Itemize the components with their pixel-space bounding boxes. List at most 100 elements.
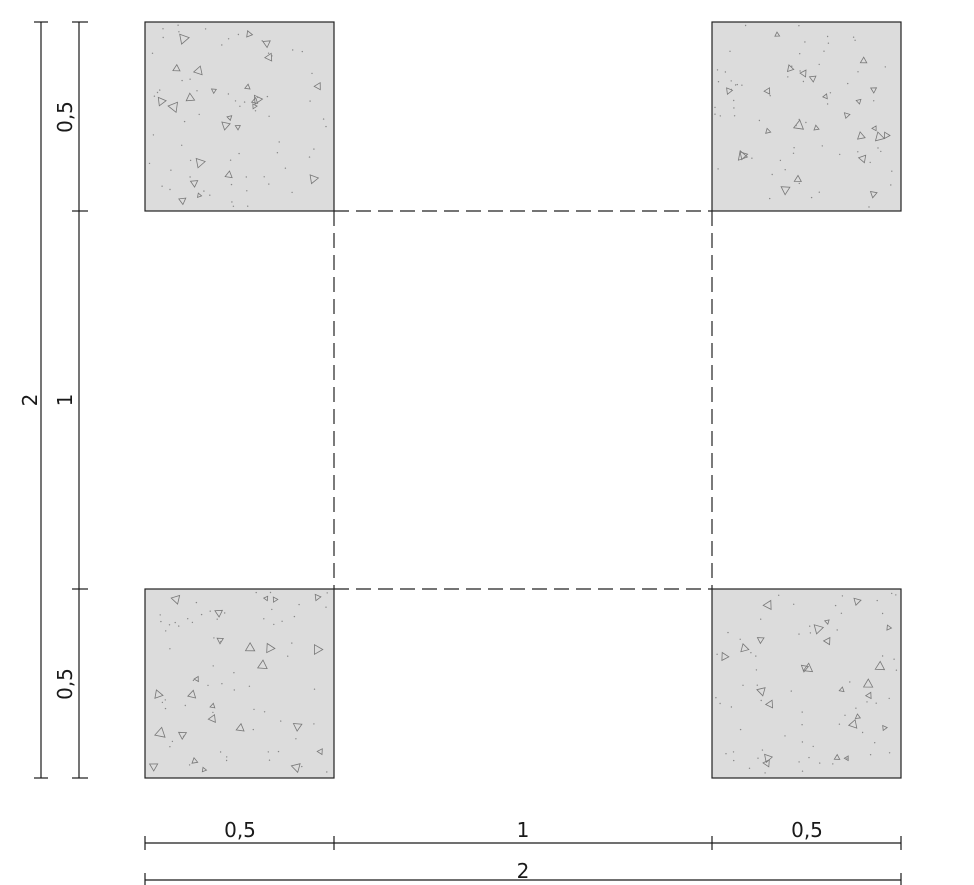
aggregate-dot — [849, 681, 851, 683]
aggregate-dot — [840, 612, 843, 614]
aggregate-triangle — [871, 125, 877, 132]
column-bottom-left — [144, 588, 335, 779]
aggregate-dot — [273, 623, 275, 626]
aggregate-dot — [716, 69, 719, 71]
aggregate-dot — [280, 720, 282, 722]
aggregate-dot — [181, 79, 183, 82]
aggregate-dot — [325, 125, 327, 128]
aggregate-dot — [195, 601, 198, 604]
aggregate-triangle — [192, 65, 203, 76]
aggregate-dot — [791, 65, 793, 67]
aggregate-hatch — [148, 591, 328, 774]
aggregate-dot — [187, 618, 189, 620]
aggregate-triangle — [253, 94, 264, 105]
aggregate-dot — [220, 640, 222, 643]
aggregate-triangle — [313, 644, 324, 655]
aggregate-triangle — [838, 686, 845, 693]
aggregate-dot — [717, 81, 720, 83]
aggregate-triangle — [765, 127, 772, 134]
aggregate-dot — [739, 728, 742, 731]
aggregate-triangle — [843, 112, 851, 120]
aggregate-dot — [798, 25, 800, 27]
aggregate-triangle — [813, 624, 825, 635]
aggregate-dot — [162, 36, 164, 39]
aggregate-dot — [191, 621, 194, 624]
aggregate-triangle — [853, 597, 862, 606]
aggregate-dot — [809, 632, 812, 634]
aggregate-dot — [890, 184, 892, 186]
aggregate-dot — [284, 167, 287, 169]
aggregate-dot — [168, 624, 171, 626]
aggregate-dot — [855, 707, 857, 709]
aggregate-dot — [725, 753, 727, 755]
bottom-dim-label-right: 0,5 — [791, 818, 823, 842]
aggregate-dot — [252, 728, 254, 731]
aggregate-dot — [212, 711, 214, 714]
aggregate-triangle — [792, 119, 805, 130]
aggregate-dot — [271, 608, 273, 611]
bottom-dim-label-left: 0,5 — [224, 818, 256, 842]
aggregate-dot — [724, 71, 727, 73]
aggregate-dot — [834, 604, 837, 607]
aggregate-dot — [248, 685, 251, 687]
aggregate-dot — [313, 688, 316, 690]
aggregate-triangle — [264, 52, 273, 62]
aggregate-dot — [204, 28, 207, 30]
aggregate-dot — [826, 103, 829, 105]
aggregate-triangle — [721, 651, 730, 662]
aggregate-dot — [227, 93, 230, 95]
aggregate-dot — [748, 767, 751, 769]
aggregate-dot — [174, 621, 176, 624]
aggregate-dot — [802, 80, 805, 83]
aggregate-dot — [829, 92, 832, 94]
aggregate-dot — [715, 697, 717, 699]
aggregate-dot — [313, 723, 315, 725]
aggregate-dot — [298, 603, 300, 606]
aggregate-triangle — [884, 131, 891, 140]
aggregate-dot — [792, 152, 795, 154]
aggregate-triangle — [316, 748, 323, 756]
aggregate-dot — [868, 206, 870, 208]
aggregate-dot — [751, 157, 753, 159]
aggregate-dot — [197, 680, 200, 683]
aggregate-dot — [239, 105, 241, 108]
left-total-label: 2 — [18, 394, 42, 407]
aggregate-dot — [152, 134, 155, 136]
aggregate-dot — [232, 205, 235, 207]
aggregate-triangle — [292, 723, 303, 732]
aggregate-triangle — [847, 718, 858, 729]
aggregate-triangle — [252, 103, 258, 110]
aggregate-dot — [216, 618, 218, 620]
aggregate-dot — [221, 683, 223, 685]
aggregate-dot — [243, 101, 246, 103]
aggregate-dot — [234, 100, 237, 102]
aggregate-triangle — [178, 197, 187, 206]
column-top-right-section — [711, 21, 902, 212]
aggregate-triangle — [246, 30, 254, 38]
aggregate-dot — [730, 80, 732, 82]
aggregate-dot — [213, 637, 215, 639]
bottom-dim-label-middle: 1 — [517, 818, 530, 842]
aggregate-dot — [719, 115, 721, 117]
aggregate-dot — [771, 173, 773, 176]
aggregate-dot — [153, 95, 156, 97]
left-dimension-chain: 0,5 1 0,5 — [53, 21, 88, 779]
aggregate-triangle — [843, 755, 849, 762]
column-bottom-right — [711, 588, 902, 779]
aggregate-dot — [161, 701, 164, 704]
left-total-dimension: 2 — [18, 21, 48, 779]
aggregate-dot — [714, 113, 716, 115]
aggregate-triangle — [226, 115, 233, 122]
aggregate-dot — [881, 655, 884, 657]
aggregate-triangle — [262, 595, 269, 602]
aggregate-dot — [164, 707, 167, 710]
aggregate-dot — [852, 36, 855, 38]
aggregate-dot — [230, 183, 233, 186]
aggregate-dot — [162, 28, 164, 30]
aggregate-dot — [801, 724, 803, 726]
aggregate-triangle — [189, 180, 199, 188]
aggregate-dot — [183, 120, 186, 123]
aggregate-dot — [161, 185, 163, 187]
aggregate-dot — [268, 115, 270, 118]
aggregate-dot — [200, 613, 203, 616]
